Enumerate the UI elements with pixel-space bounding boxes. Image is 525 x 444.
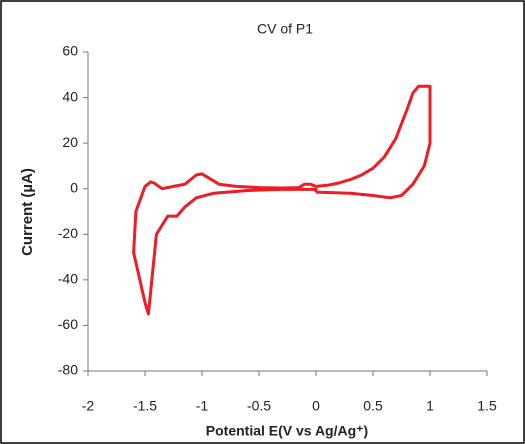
x-tick-label: -2 [82, 398, 95, 414]
chart-title: CV of P1 [257, 21, 313, 37]
y-tick-label: -60 [58, 316, 78, 332]
x-tick-label: -0.5 [247, 398, 271, 414]
y-axis-label: Current (µA) [19, 168, 36, 256]
y-tick-label: 20 [62, 134, 78, 150]
x-tick-label: -1.5 [133, 398, 157, 414]
y-tick-label: -40 [58, 271, 78, 287]
cv-curve [132, 84, 432, 316]
y-tick-label: 0 [70, 179, 78, 195]
x-tick-label: 1 [426, 398, 434, 414]
x-tick-label: 0.5 [363, 398, 383, 414]
y-tick-label: -20 [58, 225, 78, 241]
y-tick-label: -80 [58, 362, 78, 378]
x-axis-label: Potential E(V vs Ag/Ag⁺) [206, 423, 368, 439]
y-tick-label: 40 [62, 88, 78, 104]
y-tick-label: 60 [62, 43, 78, 59]
x-tick-label: 0 [312, 398, 320, 414]
x-tick-label: 1.5 [477, 398, 497, 414]
x-tick-label: -1 [196, 398, 209, 414]
